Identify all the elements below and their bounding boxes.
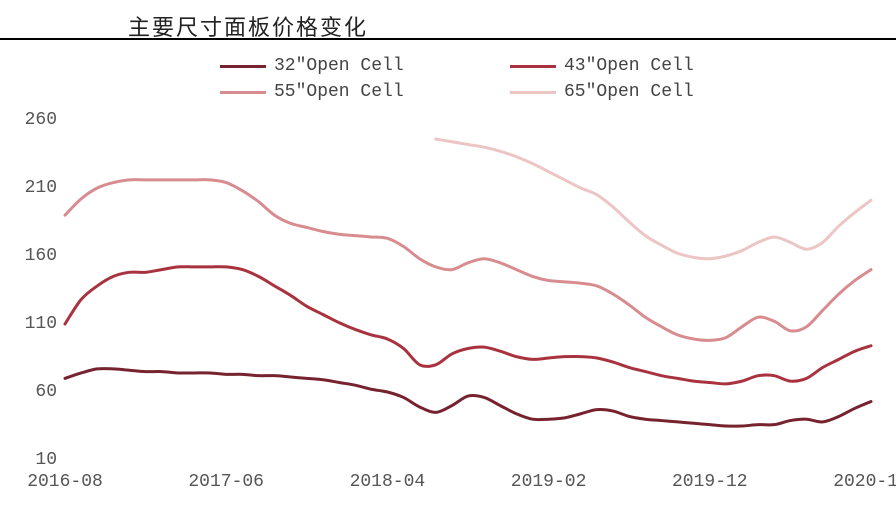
- legend-item: 43"Open Cell: [510, 56, 760, 76]
- series-line: [436, 139, 871, 259]
- y-tick-label: 10: [9, 450, 57, 470]
- title-bar: 主要尺寸面板价格变化: [0, 6, 896, 40]
- legend-item: 32"Open Cell: [220, 56, 470, 76]
- legend-swatch: [220, 65, 266, 68]
- x-tick-label: 2019-02: [511, 472, 587, 492]
- x-tick-label: 2019-12: [672, 472, 748, 492]
- legend-item: 55"Open Cell: [220, 82, 470, 102]
- x-tick-label: 2016-08: [27, 472, 103, 492]
- x-tick-label: 2020-10: [833, 472, 896, 492]
- legend-label: 43"Open Cell: [564, 56, 694, 76]
- legend-swatch: [510, 91, 556, 94]
- legend-swatch: [220, 91, 266, 94]
- legend: 32"Open Cell 43"Open Cell 55"Open Cell 65"O…: [220, 56, 780, 102]
- y-tick-label: 210: [9, 178, 57, 198]
- legend-label: 65"Open Cell: [564, 82, 694, 102]
- y-tick-label: 160: [9, 246, 57, 266]
- x-tick-label: 2018-04: [350, 472, 426, 492]
- chart-title: 主要尺寸面板价格变化: [128, 10, 368, 42]
- y-tick-label: 260: [9, 110, 57, 130]
- legend-label: 55"Open Cell: [274, 82, 404, 102]
- y-tick-label: 60: [9, 382, 57, 402]
- y-tick-label: 110: [9, 314, 57, 334]
- chart-lines: [65, 120, 871, 460]
- x-tick-label: 2017-06: [188, 472, 264, 492]
- legend-swatch: [510, 65, 556, 68]
- legend-label: 32"Open Cell: [274, 56, 404, 76]
- legend-item: 65"Open Cell: [510, 82, 760, 102]
- plot-area: 1060110160210260 2016-082017-062018-0420…: [65, 120, 871, 460]
- series-line: [65, 267, 871, 384]
- chart-container: 主要尺寸面板价格变化 32"Open Cell 43"Open Cell 55"Op…: [0, 0, 896, 517]
- series-line: [65, 180, 871, 341]
